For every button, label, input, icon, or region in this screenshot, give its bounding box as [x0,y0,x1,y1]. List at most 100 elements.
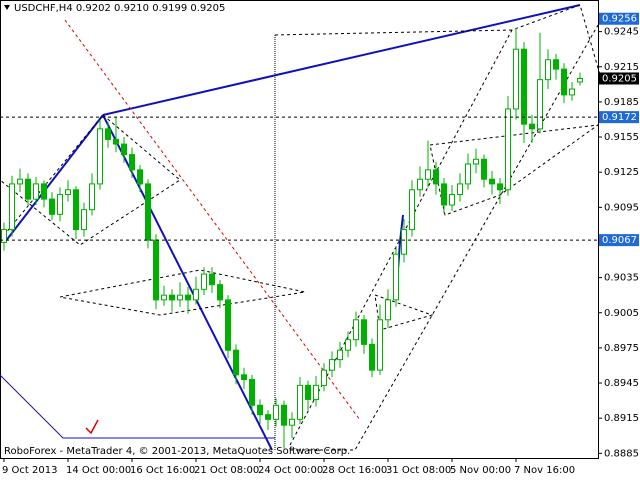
dashed-line [290,24,599,451]
footer: RoboForex - MetaTrader 4, © 2001-2013, M… [4,446,350,457]
candle-body [129,154,135,171]
current-price-box [599,72,639,85]
y-tick-label: 0.8915 [604,413,639,424]
candle-body [249,379,255,406]
candle-body [281,404,287,426]
candle-body [473,158,479,165]
candle-body [97,128,103,185]
candle-body [33,183,39,200]
candle-body [1,229,7,243]
candle-body [105,128,111,140]
candle-body [409,189,415,231]
candle-body [313,384,319,400]
dashed-line [374,294,434,331]
y-tick-label: 0.9185 [604,97,639,108]
trend-line [102,114,273,451]
candle-body [273,404,279,420]
x-tick-label: 28 Oct 16:00 [322,465,387,476]
y-tick-label: 0.8885 [604,448,639,459]
check-mark [85,419,99,435]
y-tick-label: 0.9035 [604,273,639,284]
candle-body [553,59,559,70]
candle-body [217,284,223,301]
y-tick-label: 0.9005 [604,308,639,319]
candle-body [169,294,175,301]
candle-body [569,88,575,96]
y-tick-label: 0.9155 [604,132,639,143]
candle-body [241,374,247,381]
channel-line [0,374,275,439]
candle-body [265,414,271,420]
candle-body [81,209,87,231]
plot-frame [0,0,599,459]
candle-body [49,198,55,215]
y-tick-label: 0.9215 [604,62,639,73]
level-label-box [599,234,639,247]
candle-body [257,404,263,416]
candle-body [89,183,95,211]
candle-body [41,183,47,200]
candle-body [377,319,383,371]
candle-body [449,193,455,206]
x-tick-label: 16 Oct 16:00 [130,465,195,476]
candle-body [417,178,423,191]
red-dashed-line [64,19,361,421]
candle-body [185,294,191,301]
candle-body [441,183,447,206]
candle-body [65,189,71,195]
candle-body [161,294,167,301]
candle-body [305,384,311,400]
x-tick-label: 9 Oct 2013 [2,465,57,476]
candle-body [177,294,183,301]
current-price-label: 0.9205 [602,73,637,84]
candle-body [113,138,119,145]
trend-line [102,4,581,116]
candle-body [361,319,367,345]
candle-body [481,158,487,180]
candle-body [465,163,471,185]
candle-body [521,48,527,125]
candle-body [353,319,359,341]
candle-body [289,418,295,426]
candle-body [393,253,399,301]
dashed-line [0,114,181,246]
candle-body [529,123,535,130]
candle-body [401,229,407,255]
x-tick-label: 7 Nov 16:00 [514,465,575,476]
level-label: 0.9067 [602,235,637,246]
candle-body [321,369,327,386]
candle-body [233,349,239,376]
chart-title: USDCHF,H4 0.9202 0.9210 0.9199 0.9205 [14,3,225,14]
candle-body [329,359,335,371]
y-tick-label: 0.9125 [604,167,639,178]
candle-body [73,189,79,231]
plot-area [1,28,583,449]
candle-body [497,183,503,191]
candle-body [209,273,215,286]
candle-body [345,339,351,351]
candle-body [561,68,567,96]
candle-body [25,178,31,200]
candle-body [369,343,375,371]
y-tick-label: 0.9095 [604,202,639,213]
candle-body [505,108,511,191]
x-tick-label: 14 Oct 00:00 [66,465,131,476]
candle-body [489,178,495,185]
candle-body [153,239,159,301]
y-tick-label: 0.8975 [604,343,639,354]
candle-body [297,384,303,420]
marker-label-box [599,12,639,25]
candle-body [433,169,439,185]
y-tick-label: 0.8945 [604,378,639,389]
candle-body [57,193,63,215]
candle-body [137,169,143,185]
candle-body [201,273,207,290]
level-label: 0.9172 [602,112,637,123]
candle-body [425,169,431,180]
candle-body [337,349,343,361]
candle-body [17,178,23,185]
title-arrow [4,5,10,10]
candle-body [385,299,391,321]
candle-body [457,183,463,195]
candle-body [9,183,15,231]
